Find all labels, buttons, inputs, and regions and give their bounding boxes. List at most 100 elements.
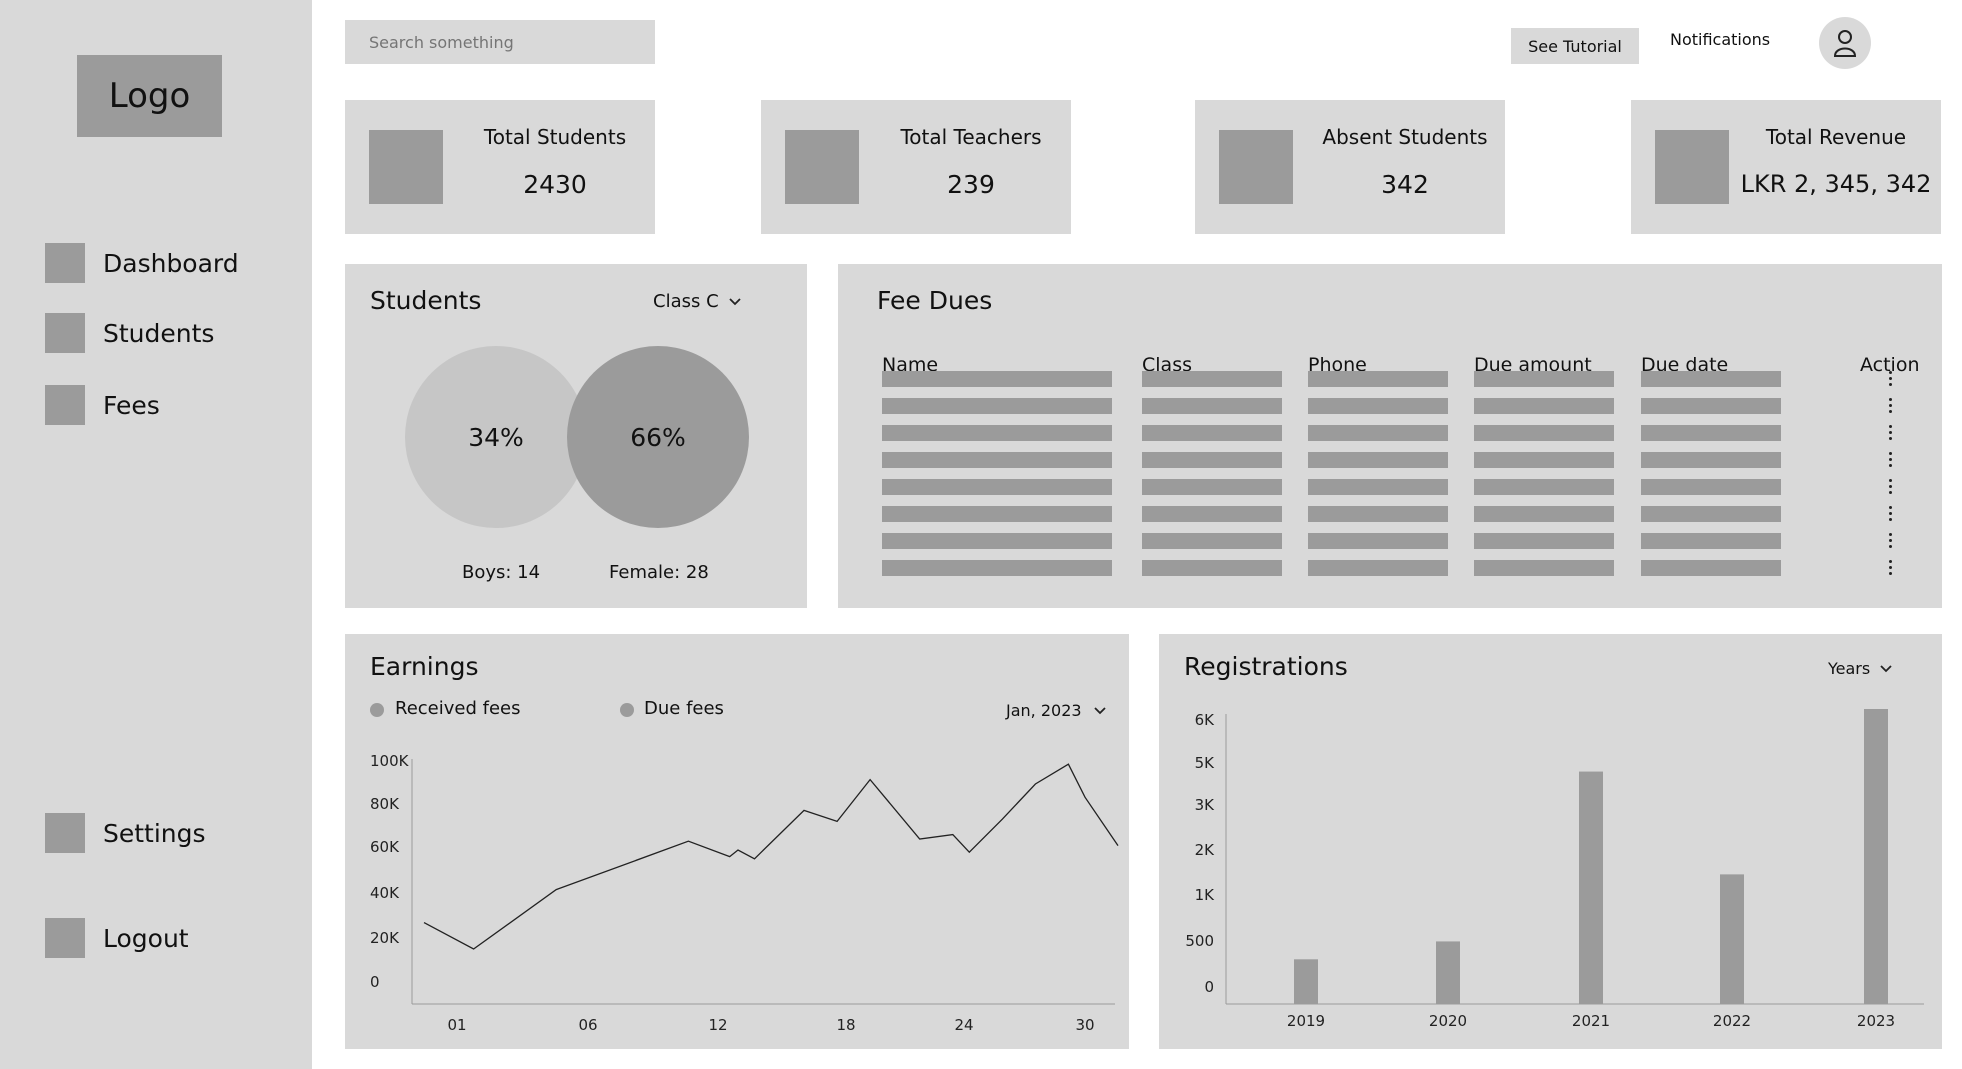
row-action-menu-icon[interactable] — [1881, 558, 1901, 578]
table-cell-placeholder — [1474, 560, 1614, 576]
column-header-class: Class — [1142, 354, 1192, 376]
years-filter-dropdown[interactable]: Years — [1828, 659, 1894, 678]
boys-percent: 34% — [468, 422, 524, 452]
table-cell-placeholder — [1142, 425, 1282, 441]
sidebar-item-settings[interactable]: Settings — [45, 813, 206, 853]
table-cell-placeholder — [882, 425, 1112, 441]
see-tutorial-button[interactable]: See Tutorial — [1511, 28, 1639, 64]
x-tick-label: 2021 — [1572, 1012, 1610, 1030]
sidebar-item-label: Fees — [103, 390, 160, 420]
x-tick-label: 2020 — [1429, 1012, 1467, 1030]
month-filter-dropdown[interactable]: Jan, 2023 — [1006, 701, 1108, 720]
table-cell-placeholder — [1142, 506, 1282, 522]
table-cell-placeholder — [882, 398, 1112, 414]
stat-title: Absent Students — [1322, 125, 1488, 149]
month-filter-value: Jan, 2023 — [1006, 701, 1082, 720]
students-stat-icon — [369, 130, 443, 204]
table-cell-placeholder — [882, 452, 1112, 468]
notifications-link[interactable]: Notifications — [1670, 30, 1771, 49]
stat-value: LKR 2, 345, 342 — [1740, 170, 1932, 198]
legend-due-fees: Due fees — [644, 698, 724, 719]
table-cell-placeholder — [1474, 479, 1614, 495]
students-icon — [45, 313, 85, 353]
stat-card-total-revenue: Total Revenue LKR 2, 345, 342 — [1631, 100, 1941, 234]
search-input[interactable] — [345, 20, 655, 64]
table-cell-placeholder — [1308, 371, 1448, 387]
table-cell-placeholder — [1308, 479, 1448, 495]
table-cell-placeholder — [1308, 425, 1448, 441]
x-tick-label: 12 — [708, 1016, 727, 1034]
sidebar-item-students[interactable]: Students — [45, 313, 214, 353]
table-cell-placeholder — [882, 533, 1112, 549]
female-circle: 66% — [567, 346, 749, 528]
table-cell-placeholder — [1142, 371, 1282, 387]
table-cell-placeholder — [1474, 506, 1614, 522]
y-tick-label: 6K — [1195, 711, 1216, 729]
row-action-menu-icon[interactable] — [1881, 369, 1901, 389]
stat-title: Total Students — [483, 125, 627, 149]
column-header-action: Action — [1860, 354, 1920, 376]
row-action-menu-icon[interactable] — [1881, 477, 1901, 497]
sidebar-item-fees[interactable]: Fees — [45, 385, 160, 425]
stat-value: 239 — [947, 170, 995, 199]
row-action-menu-icon[interactable] — [1881, 450, 1901, 470]
sidebar: Logo Dashboard Students Fees Settings Lo… — [0, 0, 312, 1069]
fee-dues-panel: Fee Dues Name Class Phone Due amount Due… — [838, 264, 1942, 608]
panel-title: Fee Dues — [877, 286, 993, 315]
x-tick-label: 01 — [447, 1016, 466, 1034]
avatar[interactable] — [1819, 17, 1871, 69]
y-tick-label: 0 — [1204, 978, 1214, 996]
y-tick-label: 5K — [1195, 754, 1216, 772]
legend-dot-due — [620, 703, 634, 717]
bar-2020 — [1436, 941, 1460, 1004]
table-cell-placeholder — [1308, 560, 1448, 576]
class-filter-dropdown[interactable]: Class C — [653, 291, 743, 312]
table-cell-placeholder — [1474, 533, 1614, 549]
table-cell-placeholder — [1308, 506, 1448, 522]
column-header-phone: Phone — [1308, 354, 1367, 376]
table-cell-placeholder — [1474, 425, 1614, 441]
row-action-menu-icon[interactable] — [1881, 504, 1901, 524]
revenue-stat-icon — [1655, 130, 1729, 204]
table-cell-placeholder — [1142, 452, 1282, 468]
sidebar-item-label: Logout — [103, 923, 189, 953]
absent-stat-icon — [1219, 130, 1293, 204]
sidebar-item-logout[interactable]: Logout — [45, 918, 189, 958]
table-cell-placeholder — [1641, 560, 1781, 576]
boys-count-label: Boys: 14 — [462, 562, 541, 583]
teachers-stat-icon — [785, 130, 859, 204]
stat-title: Total Revenue — [1765, 125, 1907, 149]
earnings-line-chart: 0 20K 40K 60K 80K 100K 01 06 12 18 24 30 — [370, 752, 1119, 1034]
table-cell-placeholder — [1641, 425, 1781, 441]
stat-value: 2430 — [523, 170, 587, 199]
table-cell-placeholder — [1641, 371, 1781, 387]
y-tick-label: 80K — [370, 795, 400, 813]
column-header-due-amount: Due amount — [1474, 354, 1592, 376]
table-cell-placeholder — [882, 371, 1112, 387]
row-action-menu-icon[interactable] — [1881, 423, 1901, 443]
y-tick-label: 40K — [370, 884, 400, 902]
table-cell-placeholder — [1641, 452, 1781, 468]
bar-2019 — [1294, 959, 1318, 1004]
logo: Logo — [77, 55, 222, 137]
x-tick-label: 24 — [954, 1016, 973, 1034]
x-tick-label: 30 — [1075, 1016, 1094, 1034]
table-cell-placeholder — [1308, 533, 1448, 549]
table-cell-placeholder — [1308, 398, 1448, 414]
table-cell-placeholder — [1641, 398, 1781, 414]
column-header-due-date: Due date — [1641, 354, 1729, 376]
y-tick-label: 3K — [1195, 796, 1216, 814]
fees-icon — [45, 385, 85, 425]
y-tick-label: 20K — [370, 929, 400, 947]
female-count-label: Female: 28 — [609, 562, 709, 583]
table-cell-placeholder — [1474, 452, 1614, 468]
sidebar-item-label: Dashboard — [103, 248, 239, 278]
x-tick-label: 2019 — [1287, 1012, 1325, 1030]
table-cell-placeholder — [1641, 479, 1781, 495]
row-action-menu-icon[interactable] — [1881, 396, 1901, 416]
chevron-down-icon — [1093, 706, 1106, 714]
table-cell-placeholder — [1142, 398, 1282, 414]
row-action-menu-icon[interactable] — [1881, 531, 1901, 551]
sidebar-item-dashboard[interactable]: Dashboard — [45, 243, 239, 283]
table-cell-placeholder — [1308, 452, 1448, 468]
